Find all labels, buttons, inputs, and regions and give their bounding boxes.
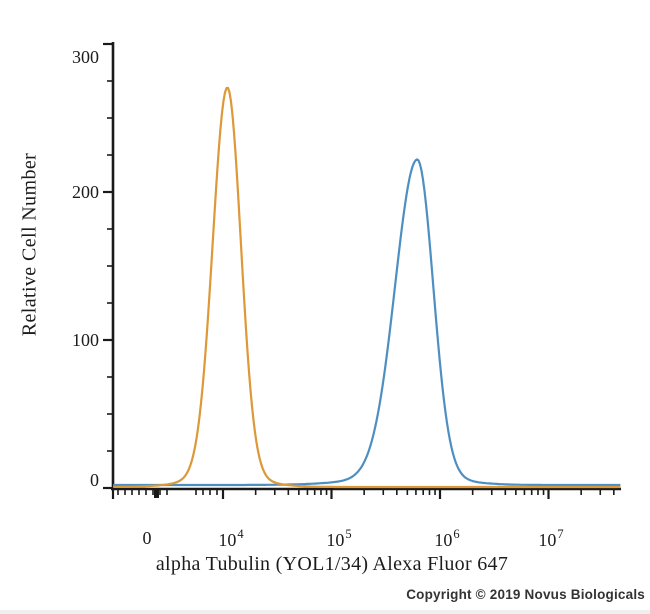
y-axis-ticks <box>103 42 113 490</box>
y-tick-label: 0 <box>90 470 99 490</box>
orange-histogram-curve <box>112 86 621 489</box>
x-tick-label: 106 <box>434 527 460 550</box>
x-tick-label: 104 <box>218 527 244 550</box>
y-tick-label: 300 <box>72 47 99 67</box>
bottom-edge-strip <box>0 610 650 614</box>
x-tick-label: 0 <box>142 528 152 548</box>
x-tick-label: 105 <box>326 527 352 550</box>
y-tick-label: 200 <box>72 182 99 202</box>
x-axis-ticks <box>111 489 615 499</box>
blue-histogram-curve <box>112 158 621 487</box>
x-axis-title: alpha Tubulin (YOL1/34) Alexa Fluor 647 <box>155 553 509 575</box>
y-tick-label: 100 <box>72 330 99 350</box>
y-axis-title: Relative Cell Number <box>18 152 41 337</box>
copyright-text: Copyright © 2019 Novus Biologicals <box>406 587 645 602</box>
axis-artifact-mark <box>154 490 159 498</box>
x-tick-label: 107 <box>538 527 564 550</box>
